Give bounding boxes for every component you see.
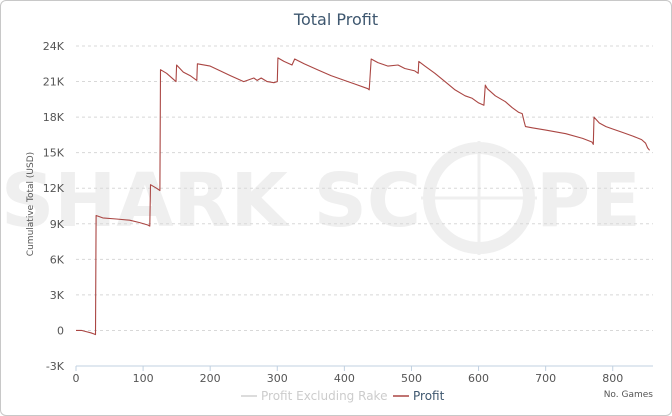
sharkscope-watermark: SHARK SC PE [1,141,641,255]
series-layer [76,57,651,336]
x-tick-label: 0 [73,372,80,385]
grid-lines [76,45,653,367]
y-tick-label: 12K [43,182,65,195]
legend: Profit Excluding Rake Profit [241,389,445,403]
legend-item-label[interactable]: Profit [413,389,445,403]
x-tick-label: 200 [200,372,221,385]
y-tick-label: 3K [50,289,65,302]
y-tick-label: -3K [46,360,65,373]
y-tick-label: 15K [43,147,65,160]
y-axis-label: Cumulative Total (USD) [26,152,36,256]
y-tick-label: 18K [43,111,65,124]
x-tick-label: 300 [267,372,288,385]
series-line-profit [76,57,651,336]
axes: -3K 0 3K 6K 9K 12K 15K 18K 21K 24K 0 100 200 300 400 50… [43,40,653,385]
x-tick-label: 700 [535,372,556,385]
y-tick-label: 9K [50,218,65,231]
y-tick-label: 24K [43,40,65,53]
watermark-text-left: SHARK SC [1,158,421,244]
y-tick-label: 0 [57,324,64,337]
y-tick-label: 6K [50,253,65,266]
x-axis-label: No. Games [604,390,654,400]
x-tick-label: 400 [334,372,355,385]
x-tick-label: 500 [401,372,422,385]
x-tick-label: 800 [602,372,623,385]
x-tick-label: 600 [468,372,489,385]
chart-title: Total Profit [293,10,378,29]
legend-item-label[interactable]: Profit Excluding Rake [261,389,387,403]
y-tick-label: 21K [43,76,65,89]
x-tick-label: 100 [133,372,154,385]
watermark-text-right: PE [536,158,641,244]
